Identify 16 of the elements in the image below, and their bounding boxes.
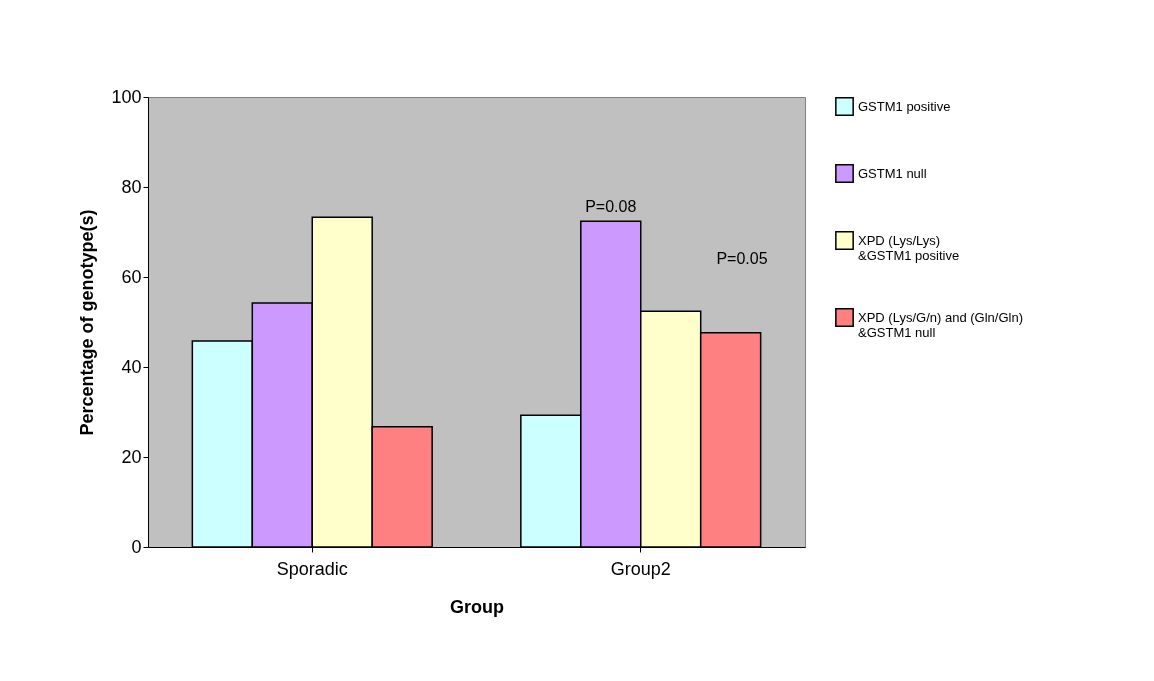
annotation: P=0.05	[716, 250, 768, 267]
x-tick-label: Sporadic	[276, 558, 348, 579]
y-tick-label: 20	[121, 446, 142, 467]
x-tick-label: Group2	[610, 558, 671, 579]
y-tick-label: 60	[121, 266, 142, 287]
y-tick-label: 80	[121, 176, 142, 197]
y-tick-label: 40	[121, 356, 142, 377]
y-tick-label: 100	[111, 86, 142, 107]
y-tick-label: 0	[131, 536, 142, 557]
legend-label: GSTM1 positive	[858, 98, 951, 114]
legend-label: XPD (Lys/Lys) &GSTM1 positive	[858, 232, 960, 263]
y-axis-title: Percentage of genotype(s)	[77, 209, 98, 436]
legend-label: GSTM1 null	[858, 165, 927, 181]
x-axis-title: Group	[450, 596, 504, 617]
annotation: P=0.08	[585, 198, 637, 216]
legend-label: XPD (Lys/G/n) and (Gln/Gln) &GSTM1 null	[858, 309, 1023, 340]
